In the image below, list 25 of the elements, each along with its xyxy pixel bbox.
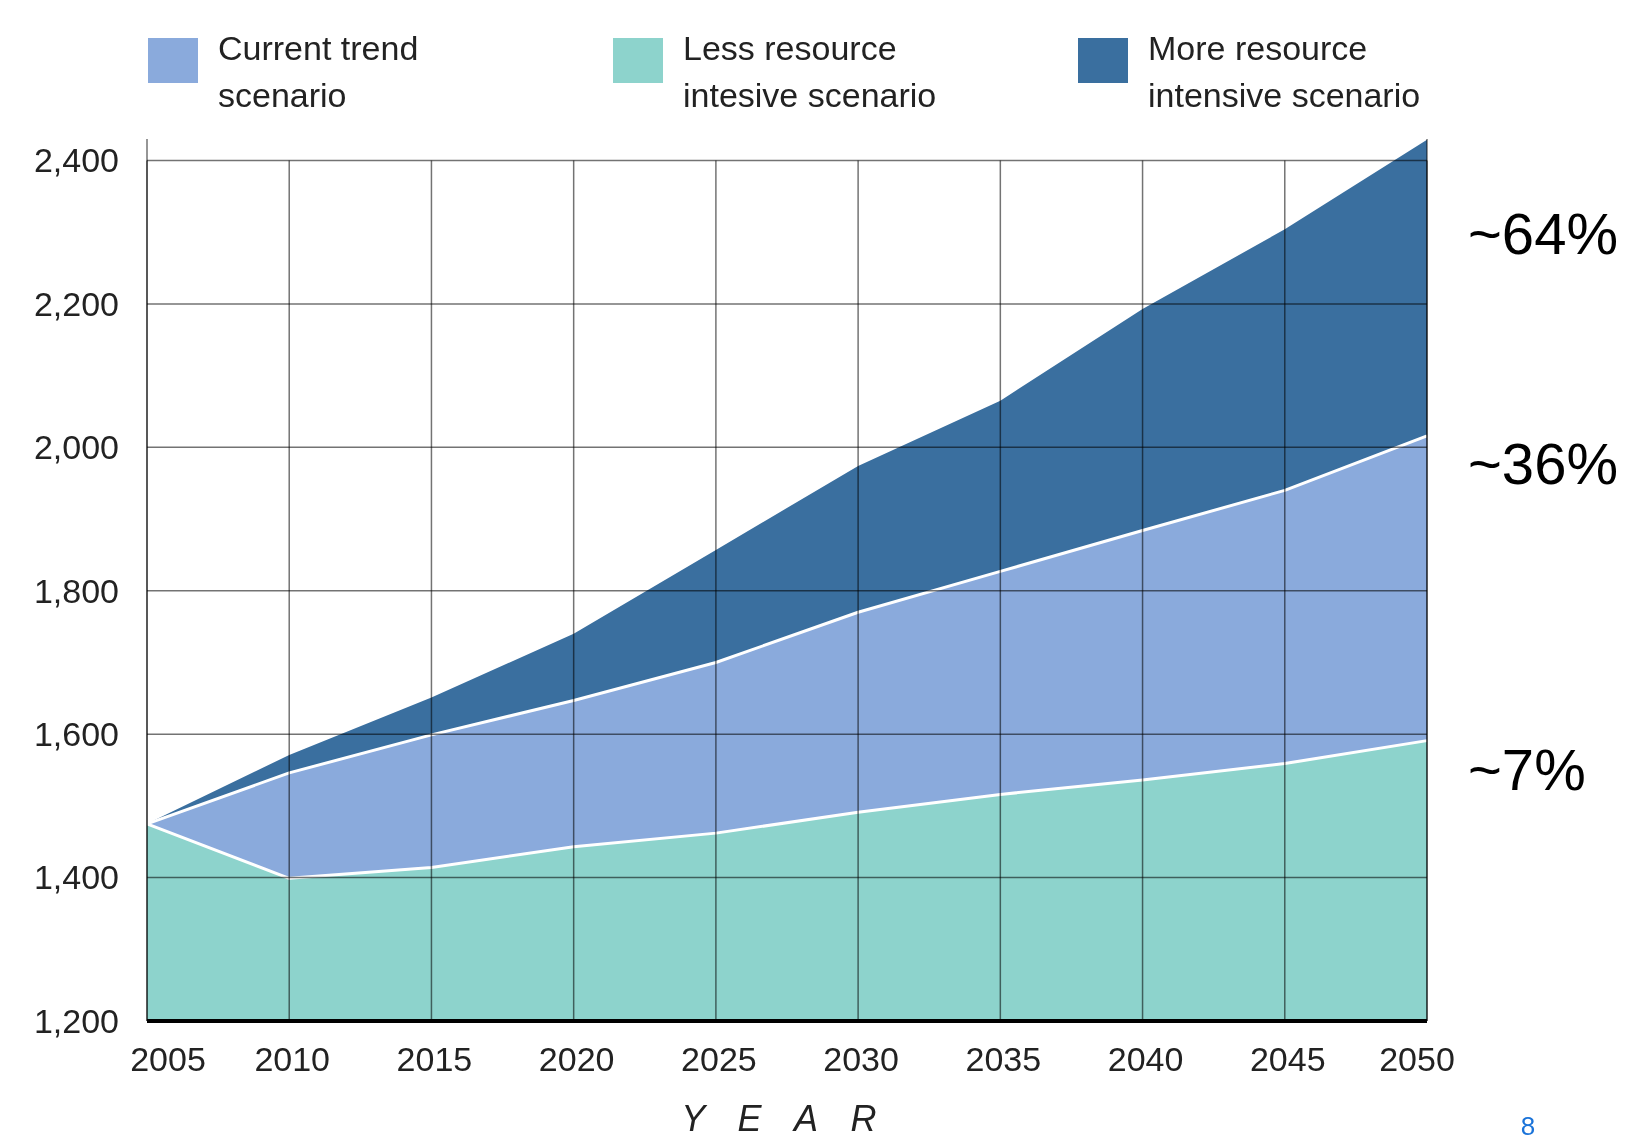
- x-tick-label: 2020: [538, 1040, 615, 1078]
- x-tick-label: 2030: [823, 1040, 899, 1078]
- legend-label: More resource intensive scenario: [1148, 28, 1421, 114]
- x-tick-label: 2050: [1379, 1040, 1455, 1078]
- y-tick-label: 1,400: [33, 858, 119, 897]
- x-tick-label: 2005: [130, 1040, 206, 1078]
- x-tick-label: 2040: [1107, 1040, 1184, 1078]
- text: 8: [1520, 1111, 1536, 1142]
- x-tick-label: 2015: [396, 1040, 473, 1078]
- text: ~36%: [1468, 431, 1618, 497]
- y-tick-label: 2,400: [33, 141, 119, 180]
- x-axis-title: YEAR: [681, 1098, 909, 1139]
- text: ~7%: [1468, 737, 1586, 803]
- legend-label: Current trend scenario: [218, 28, 419, 114]
- y-tick-label: 2,000: [33, 428, 119, 467]
- legend-label: Less resource intesive scenario: [683, 28, 937, 114]
- x-tick-label: 2035: [965, 1040, 1042, 1078]
- x-tick-label: 2045: [1249, 1040, 1326, 1078]
- y-tick-label: 1,200: [33, 1001, 119, 1040]
- text: ~64%: [1468, 201, 1618, 267]
- x-tick-label: 2025: [681, 1040, 757, 1078]
- y-tick-label: 2,200: [33, 284, 119, 323]
- x-tick-label: 2010: [254, 1040, 331, 1078]
- y-tick-label: 1,800: [33, 571, 119, 610]
- y-tick-label: 1,600: [33, 715, 119, 754]
